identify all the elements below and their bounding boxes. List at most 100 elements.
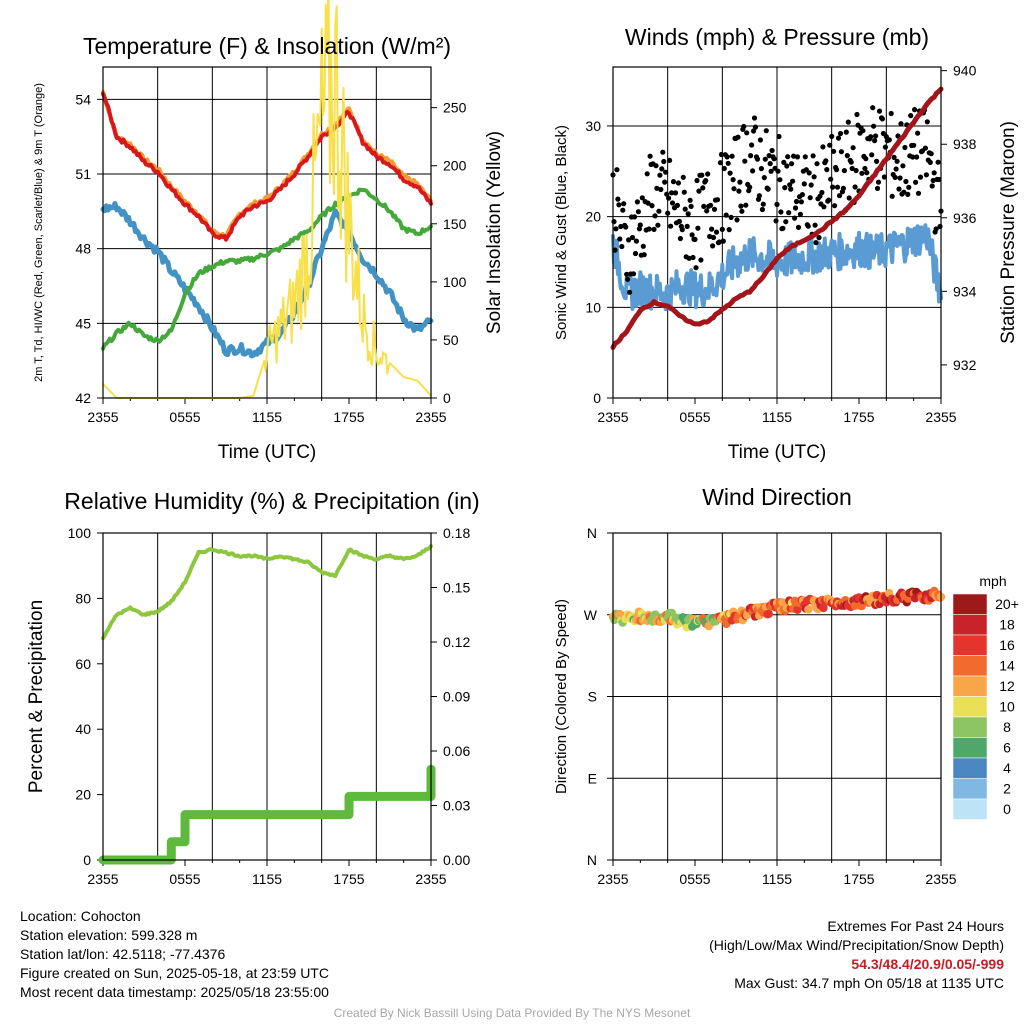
- gust-point: [613, 226, 619, 232]
- gust-point: [669, 190, 675, 196]
- gust-point: [652, 213, 658, 219]
- gust-point: [868, 134, 874, 140]
- gust-point: [898, 121, 904, 127]
- gust-point: [727, 170, 733, 176]
- gust-point: [787, 182, 793, 188]
- gust-point: [931, 170, 937, 176]
- gust-point: [721, 165, 727, 172]
- gust-point: [680, 174, 686, 180]
- gust-point: [735, 134, 741, 140]
- legend-label: 14: [999, 658, 1015, 674]
- gust-point: [631, 214, 638, 220]
- gust-point: [874, 158, 880, 164]
- gust-point: [767, 161, 773, 167]
- gust-point: [836, 193, 843, 199]
- gust-point: [748, 153, 754, 159]
- gust-point: [797, 211, 804, 217]
- gust-point: [871, 123, 877, 129]
- gust-point: [860, 128, 866, 134]
- legend-swatch: [952, 778, 988, 800]
- winds-chart: 2355 0555 1155 1755 2355 0 10 20 30 932 934 936 938 9…: [553, 24, 1019, 463]
- extremes-description: (High/Low/Max Wind/Precipitation/Snow De…: [709, 937, 1004, 953]
- gust-point: [670, 179, 677, 185]
- x-tick-label: 0555: [679, 871, 710, 887]
- gust-point: [850, 145, 856, 151]
- gust-point: [834, 184, 841, 190]
- gust-point: [810, 153, 816, 159]
- gust-point: [902, 144, 908, 151]
- x-tick-label: 1755: [333, 871, 364, 887]
- gust-point: [620, 207, 626, 213]
- speed-legend: mph 20+ 18 16 14 12 10 8 6 4 2 0: [952, 573, 1019, 820]
- gust-point: [739, 208, 745, 214]
- y-right-tick-label: 0.15: [443, 580, 470, 596]
- gust-point: [750, 168, 756, 174]
- y-right-tick-label: 940: [953, 63, 977, 79]
- y-tick-label: N: [587, 525, 597, 541]
- legend-title: mph: [979, 573, 1006, 589]
- temperature-chart: 2355 0555 1155 1755 2355 42 45 48 51 54 0 50 100 150 2…: [33, 0, 505, 463]
- gust-point: [874, 185, 881, 191]
- legend-label: 0: [1003, 801, 1011, 817]
- y-tick-label: 20: [75, 787, 91, 803]
- legend-swatch: [952, 675, 988, 697]
- y-tick-label: 48: [75, 241, 91, 257]
- gust-point: [785, 154, 791, 160]
- y-tick-label: 40: [75, 721, 91, 737]
- gust-point: [737, 179, 743, 185]
- gust-point: [782, 185, 788, 191]
- gust-point: [872, 138, 878, 144]
- gust-point: [658, 186, 664, 193]
- x-tick-label: 0555: [169, 409, 200, 425]
- gust-point: [693, 265, 699, 271]
- gust-point: [667, 157, 673, 163]
- gust-point: [754, 156, 761, 162]
- plot-border: [102, 532, 432, 861]
- legend-swatch: [952, 593, 988, 615]
- gust-point: [729, 153, 735, 159]
- gust-point: [646, 226, 652, 232]
- plot-border: [612, 66, 942, 399]
- gust-point: [635, 209, 642, 215]
- gust-point: [688, 203, 694, 209]
- gust-point: [814, 161, 820, 167]
- gust-point: [694, 177, 700, 184]
- chart-title: Relative Humidity (%) & Precipitation (i…: [64, 488, 479, 514]
- gust-point: [786, 210, 792, 216]
- x-axis-label: Time (UTC): [728, 442, 827, 463]
- gust-point: [710, 234, 717, 241]
- x-tick-label: 2355: [415, 871, 446, 887]
- gust-point: [714, 197, 721, 203]
- y-right-tick-label: 0.12: [443, 634, 470, 650]
- gust-point: [906, 184, 912, 190]
- gust-point: [651, 226, 657, 232]
- gust-point: [621, 201, 627, 207]
- gust-point: [801, 181, 807, 187]
- y-right-tick-label: 0.09: [443, 689, 470, 705]
- x-tick-label: 2355: [925, 409, 956, 425]
- gust-point: [611, 219, 617, 225]
- gust-point: [915, 190, 922, 196]
- chart-title: Wind Direction: [702, 484, 852, 510]
- gust-point: [619, 243, 625, 250]
- legend-label: 10: [999, 699, 1015, 715]
- gust-point: [669, 200, 676, 206]
- gust-point: [894, 158, 900, 164]
- gust-point: [689, 232, 695, 238]
- y-tick-label: 10: [585, 299, 601, 315]
- station-elevation: Station elevation: 599.328 m: [20, 927, 198, 943]
- gust-point: [876, 108, 883, 114]
- gust-point: [623, 224, 629, 230]
- gust-point: [615, 196, 621, 202]
- gust-point: [681, 189, 687, 195]
- x-tick-label: 2355: [415, 409, 446, 425]
- x-tick-label: 1755: [843, 871, 874, 887]
- x-axis-label: Time (UTC): [218, 442, 317, 463]
- y-right-axis-label: Station Pressure (Maroon): [998, 121, 1019, 344]
- gust-point: [771, 156, 777, 162]
- gust-point: [612, 247, 618, 253]
- gust-point: [625, 276, 631, 282]
- y-axis-label: Direction (Colored By Speed): [553, 599, 570, 794]
- legend-label: 2: [1003, 781, 1011, 797]
- x-tick-label: 2355: [87, 871, 118, 887]
